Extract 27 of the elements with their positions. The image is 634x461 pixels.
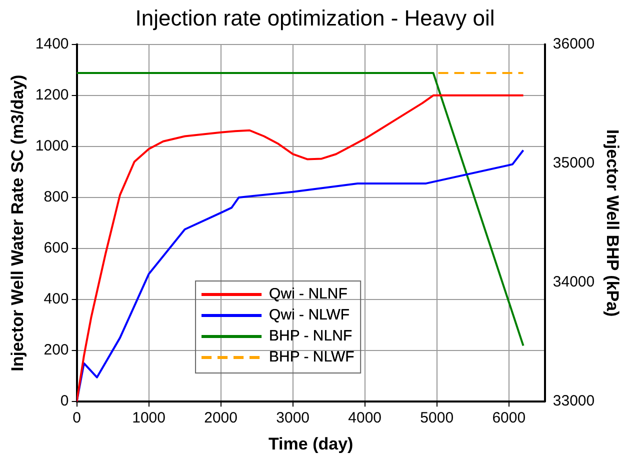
- legend-label: Qwi - NLWF: [269, 306, 350, 324]
- x-tick-label: 6000: [492, 410, 526, 427]
- y-tick-label: 600: [44, 240, 69, 257]
- y-axis-title: Injector Well Water Rate SC (m3/day): [8, 74, 27, 372]
- legend-label: BHP - NLWF: [269, 348, 354, 366]
- legend-label: Qwi - NLNF: [269, 286, 348, 303]
- y2-axis-title: Injector Well BHP (kPa): [603, 129, 622, 317]
- x-tick-label: 2000: [204, 410, 238, 427]
- y-tick-label: 800: [44, 188, 69, 206]
- y2-tick-label: 34000: [552, 274, 595, 291]
- legend-label: BHP - NLNF: [269, 328, 352, 345]
- y-tick-label: 1000: [35, 138, 69, 155]
- y2-tick-label: 35000: [552, 154, 595, 172]
- x-axis-title: Time (day): [268, 434, 354, 454]
- chart-title: Injection rate optimization - Heavy oil: [135, 5, 495, 30]
- x-tick-label: 4000: [348, 410, 382, 427]
- x-tick-label: 5000: [420, 410, 454, 427]
- x-tick-label: 3000: [276, 410, 310, 427]
- x-tick-label: 0: [72, 410, 81, 427]
- x-tick-label: 1000: [132, 410, 166, 427]
- y-tick-label: 1400: [35, 36, 69, 53]
- y-tick-label: 400: [44, 290, 69, 308]
- y2-tick-label: 36000: [552, 36, 595, 53]
- y-tick-label: 0: [60, 392, 69, 410]
- y-tick-label: 1200: [35, 86, 69, 104]
- y-tick-label: 200: [44, 342, 69, 359]
- y2-tick-label: 33000: [552, 392, 595, 410]
